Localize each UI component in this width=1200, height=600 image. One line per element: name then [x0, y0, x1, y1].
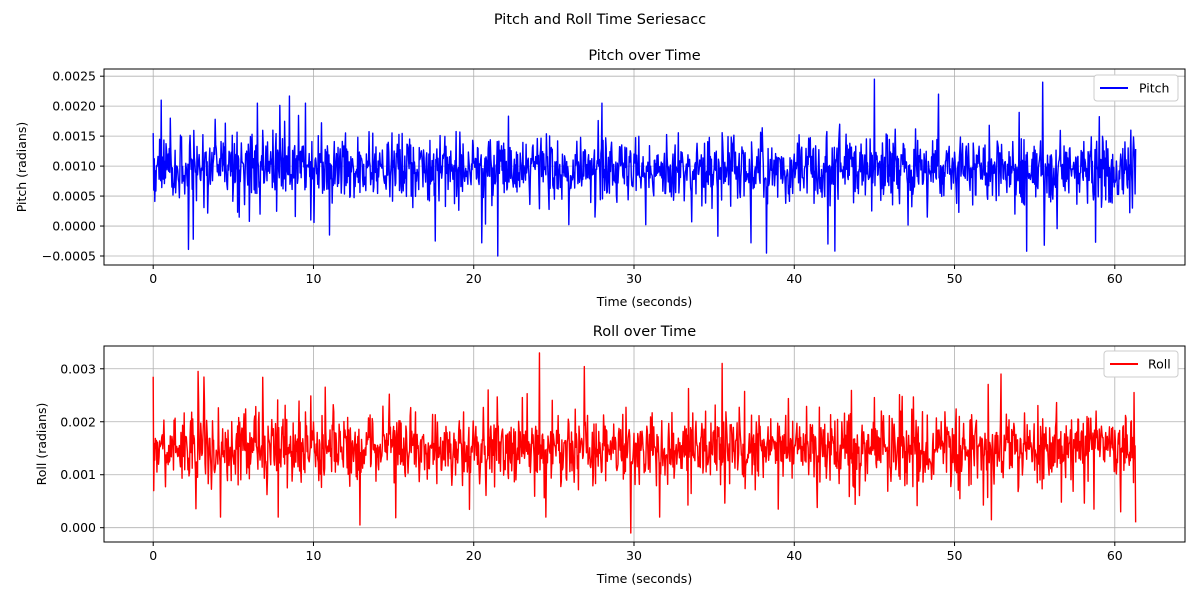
pitch-y-tick-label: 0.0000 — [52, 219, 96, 234]
pitch-x-tick-label: 50 — [947, 271, 963, 286]
roll-y-axis-label: Roll (radians) — [34, 403, 49, 486]
pitch-y-axis-label: Pitch (radians) — [14, 122, 29, 212]
roll-y-tick-label: 0.001 — [60, 467, 96, 482]
roll-x-tick-label: 50 — [947, 548, 963, 563]
pitch-axes-frame — [103, 68, 1186, 266]
pitch-legend-label: Pitch — [1139, 81, 1169, 96]
pitch-y-tick-label: 0.0015 — [52, 129, 96, 144]
pitch-x-tick-label: 20 — [466, 271, 482, 286]
roll-y-tick-label: 0.002 — [60, 414, 96, 429]
pitch-x-tick-label: 10 — [306, 271, 322, 286]
roll-legend-label: Roll — [1148, 357, 1171, 372]
roll-y-tick-label: 0.003 — [60, 361, 96, 376]
roll-ticks: 0 10 20 30 40 50 60 0.000 0.001 0.002 0.003 — [60, 361, 1123, 563]
roll-x-tick-label: 10 — [306, 548, 322, 563]
pitch-y-tick-label: −0.0005 — [42, 249, 96, 264]
pitch-legend: Pitch — [1093, 74, 1179, 102]
pitch-y-tick-label: 0.0010 — [52, 159, 96, 174]
pitch-subplot: Pitch over Time 0 10 20 30 40 50 60 −0.0005 0.00… — [14, 48, 1186, 309]
pitch-x-tick-label: 0 — [149, 271, 157, 286]
pitch-y-tick-label: 0.0005 — [52, 189, 96, 204]
pitch-plot-title: Pitch over Time — [588, 48, 700, 64]
roll-x-tick-label: 0 — [149, 548, 157, 563]
figure-suptitle: Pitch and Roll Time Seriesacc — [494, 12, 706, 28]
roll-legend-box — [1103, 350, 1179, 378]
pitch-ticks: 0 10 20 30 40 50 60 −0.0005 0.0000 0.0005 0.0010 0.… — [42, 69, 1123, 286]
pitch-series-layer — [152, 78, 1137, 257]
pitch-x-tick-label: 60 — [1107, 271, 1123, 286]
roll-x-tick-label: 40 — [786, 548, 802, 563]
pitch-x-axis-label: Time (seconds) — [596, 294, 692, 309]
roll-plot-title: Roll over Time — [593, 324, 696, 340]
roll-x-tick-label: 20 — [466, 548, 482, 563]
pitch-y-tick-label: 0.0020 — [52, 99, 96, 114]
pitch-y-tick-label: 0.0025 — [52, 69, 96, 84]
roll-series-layer — [152, 352, 1137, 534]
pitch-legend-box — [1093, 74, 1179, 102]
pitch-series-line — [152, 78, 1137, 257]
roll-x-tick-label: 60 — [1107, 548, 1123, 563]
roll-axes-frame — [103, 345, 1186, 543]
pitch-x-tick-label: 40 — [786, 271, 802, 286]
roll-subplot: Roll over Time 0 10 20 30 40 50 60 0.000 0.001 0.… — [34, 324, 1186, 586]
roll-x-axis-label: Time (seconds) — [596, 571, 692, 586]
roll-legend: Roll — [1103, 350, 1179, 378]
roll-series-line — [152, 352, 1137, 534]
roll-y-tick-label: 0.000 — [60, 520, 96, 535]
roll-x-tick-label: 30 — [626, 548, 642, 563]
pitch-x-tick-label: 30 — [626, 271, 642, 286]
